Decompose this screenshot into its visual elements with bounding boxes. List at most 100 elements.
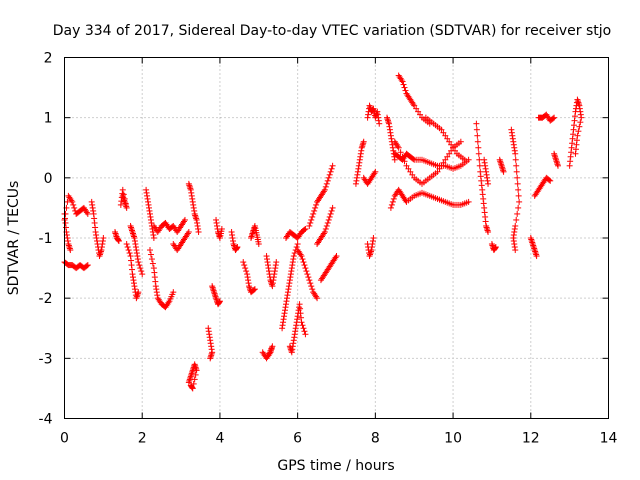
data-point [193,367,200,374]
data-point [136,262,143,269]
data-point [298,319,305,326]
data-point [240,259,247,266]
data-point [251,286,258,293]
data-point [290,253,297,260]
data-point [515,186,522,193]
data-point [191,376,198,383]
data-point [300,259,307,266]
data-point [301,262,308,269]
data-point [311,207,318,214]
data-point [389,198,396,205]
data-point [298,253,305,260]
data-point [438,126,445,133]
data-point [516,198,523,205]
data-point [138,268,145,275]
data-point [321,228,328,235]
data-point [273,259,280,266]
data-point [323,180,330,187]
data-point [146,247,153,254]
data-point [126,250,133,257]
y-tick-label: -4 [39,412,53,428]
data-point [446,138,453,145]
x-tick-label: 10 [444,431,462,447]
data-point [149,260,156,267]
data-point [321,186,328,193]
data-point [313,201,320,208]
x-tick-label: 12 [522,431,540,447]
data-point [304,271,311,278]
data-point [512,150,519,157]
data-point [307,280,314,287]
data-point [333,253,340,260]
data-point [181,216,188,223]
data-point [67,247,74,254]
data-point [370,235,377,241]
data-point [216,298,223,305]
data-point [328,165,335,172]
data-point [265,352,272,359]
data-point [515,192,522,199]
data-point [444,135,451,142]
data-point [122,200,129,207]
grid-lines [64,57,609,419]
data-point [514,174,521,181]
data-point [187,382,194,389]
data-point [308,283,315,290]
x-tick-label: 6 [293,431,302,447]
y-tick-label: 2 [44,51,53,67]
data-point [308,216,315,223]
data-point [327,168,334,175]
data-point [124,244,131,251]
data-point [533,253,540,260]
data-point [310,210,317,217]
data-point [300,325,307,332]
data-point [402,87,409,94]
data-point [250,286,257,293]
data-point [387,204,394,211]
data-point [185,228,192,235]
data-point [515,204,522,211]
data-point [513,168,520,175]
data-point [241,262,248,269]
data-point [485,228,492,235]
data-point [309,286,316,293]
data-point [70,201,77,208]
data-point [69,198,76,205]
data-point [170,289,177,296]
y-tick-label: -3 [39,351,53,367]
data-point [457,138,464,145]
data-point [148,256,155,263]
y-tick-label: 0 [44,171,53,187]
data-point [309,213,316,220]
data-point [293,244,300,251]
data-point [440,129,447,136]
data-point [255,241,262,248]
data-point [299,322,306,329]
data-point [403,162,410,169]
y-tick-label: 1 [44,111,53,127]
x-tick-label: 0 [60,431,69,447]
plot-frame [64,57,609,419]
data-point [139,271,146,278]
data-point [547,177,554,184]
data-point [512,247,519,254]
data-point [512,156,519,163]
data-point [513,162,520,169]
data-point [322,225,329,232]
data-point [115,238,122,245]
data-point [401,158,408,165]
data-point [448,141,455,148]
data-point [397,149,404,156]
data-point [306,222,313,229]
data-point [329,162,336,169]
data-point [314,295,321,302]
data-point [551,114,558,121]
data-point [475,150,482,157]
data-point [440,159,447,166]
y-tick-label: -1 [39,231,53,247]
data-point [576,123,583,130]
data-point [473,120,480,127]
data-point [474,132,481,139]
data-point [302,265,309,272]
data-point [120,191,127,198]
